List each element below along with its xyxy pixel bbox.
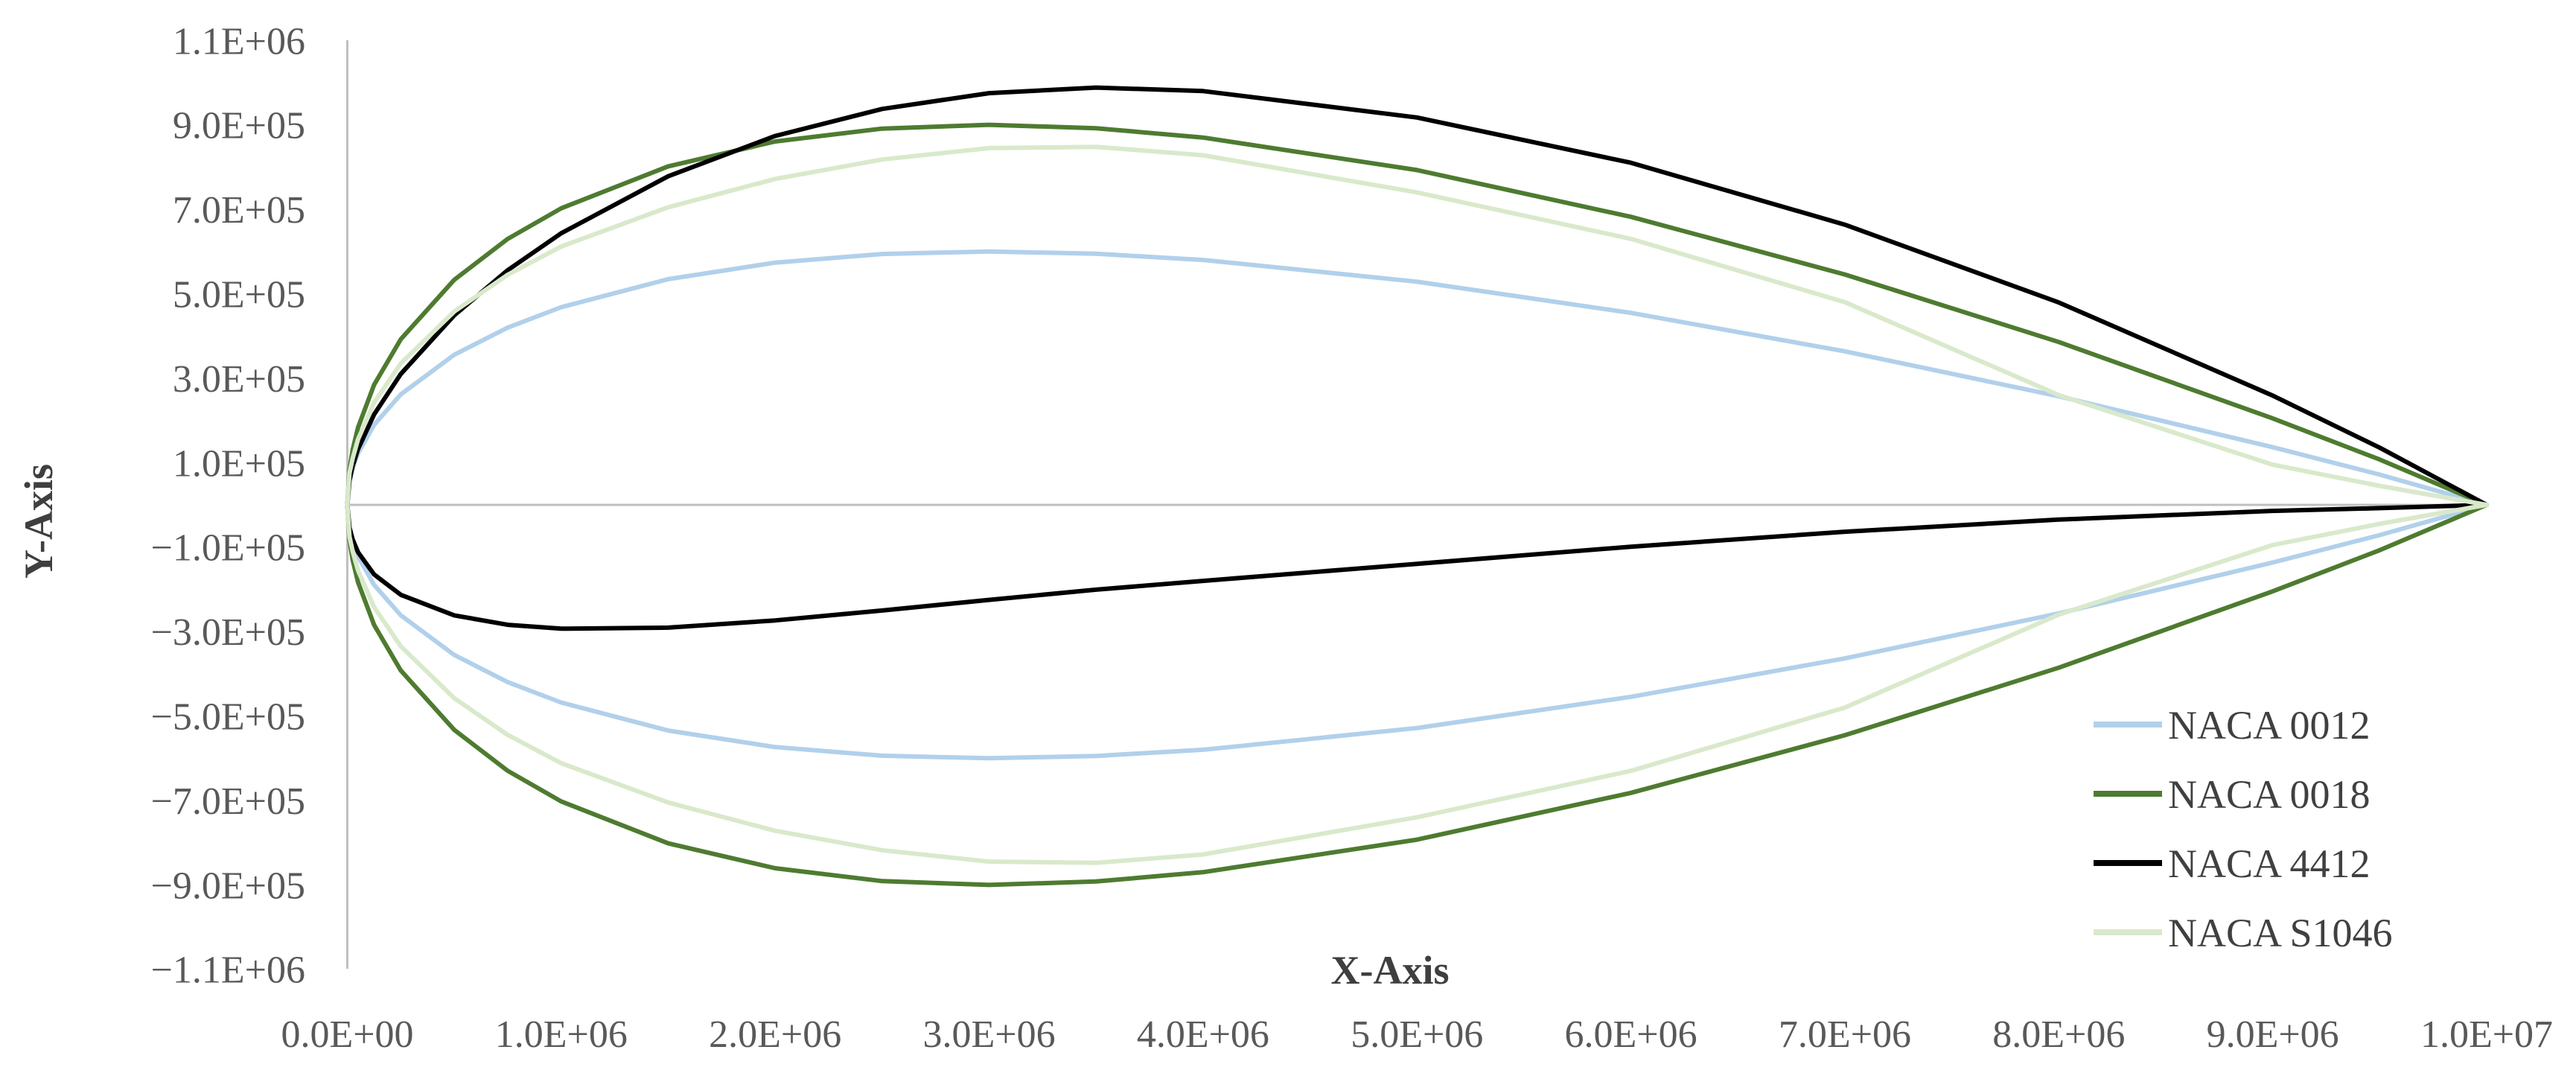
- y-tick-label: 1.0E+05: [173, 442, 305, 485]
- y-tick-label: −1.0E+05: [151, 527, 305, 570]
- x-tick-label: 0.0E+00: [281, 1013, 413, 1056]
- legend-label: NACA S1046: [2168, 911, 2393, 955]
- legend-label: NACA 4412: [2168, 841, 2371, 886]
- x-tick-label: 5.0E+06: [1351, 1013, 1483, 1056]
- y-tick-label: 9.0E+05: [173, 105, 305, 147]
- x-tick-label: 6.0E+06: [1565, 1013, 1697, 1056]
- legend-item-naca-s1046: NACA S1046: [2094, 911, 2393, 955]
- y-axis-title: Y-Axis: [16, 464, 61, 579]
- x-tick-label: 9.0E+06: [2207, 1013, 2339, 1056]
- y-tick-label: 3.0E+05: [173, 358, 305, 401]
- legend-item-naca-0012: NACA 0012: [2094, 703, 2371, 748]
- y-tick-label: 5.0E+05: [173, 274, 305, 316]
- y-tick-label: −9.0E+05: [151, 865, 305, 907]
- x-tick-label: 1.0E+06: [495, 1013, 628, 1056]
- x-tick-label: 7.0E+06: [1779, 1013, 1911, 1056]
- legend-item-naca-4412: NACA 4412: [2094, 841, 2371, 886]
- x-tick-label: 1.0E+07: [2420, 1013, 2553, 1056]
- y-tick-label: 1.1E+06: [173, 20, 305, 63]
- x-tick-label: 4.0E+06: [1137, 1013, 1269, 1056]
- legend-item-naca-0018: NACA 0018: [2094, 772, 2371, 817]
- y-tick-label: −3.0E+05: [151, 611, 305, 654]
- x-tick-label: 8.0E+06: [1992, 1013, 2125, 1056]
- y-tick-label: 7.0E+05: [173, 189, 305, 232]
- legend: NACA 0012 NACA 0018 NACA 4412 NACA S1046: [2094, 703, 2393, 955]
- legend-label: NACA 0012: [2168, 703, 2371, 748]
- series-curves: [345, 85, 2489, 888]
- x-axis-title: X-Axis: [1331, 948, 1450, 993]
- x-tick-label: 2.0E+06: [709, 1013, 841, 1056]
- y-axis-tick-labels: 1.1E+06 9.0E+05 7.0E+05 5.0E+05 3.0E+05 1.0E+…: [151, 20, 305, 991]
- y-tick-label: −1.1E+06: [151, 949, 305, 992]
- y-tick-label: −7.0E+05: [151, 780, 305, 823]
- x-tick-label: 3.0E+06: [923, 1013, 1056, 1056]
- y-tick-label: −5.0E+05: [151, 696, 305, 739]
- legend-label: NACA 0018: [2168, 772, 2371, 817]
- curve-naca-s1046: [345, 144, 2489, 865]
- x-axis-tick-labels: 0.0E+00 1.0E+06 2.0E+06 3.0E+06 4.0E+06 5.0E+…: [281, 1013, 2553, 1056]
